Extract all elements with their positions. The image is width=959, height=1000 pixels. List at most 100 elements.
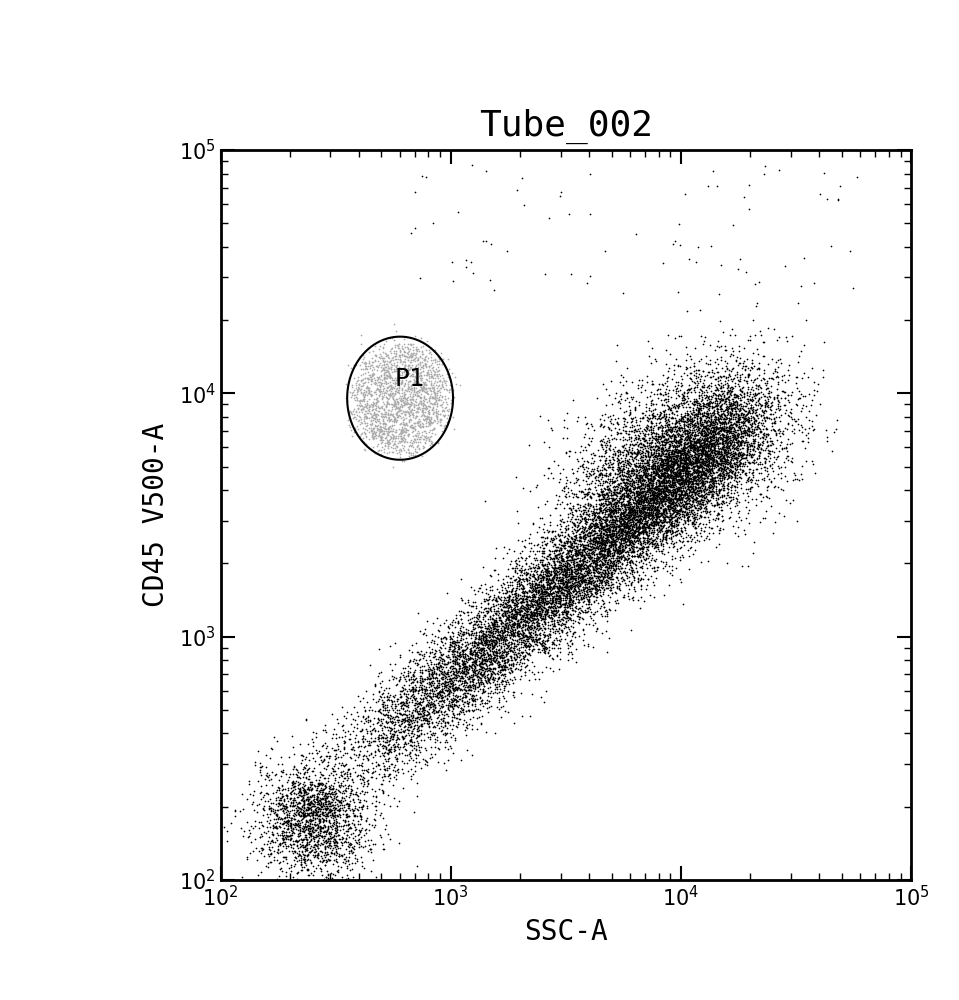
Point [544, 586, 559, 602]
Point [263, 819, 278, 835]
Point [764, 456, 780, 472]
Point [302, 774, 317, 790]
Point [363, 398, 378, 414]
Point [388, 348, 404, 364]
Point [571, 574, 586, 590]
Point [606, 503, 621, 519]
Point [646, 463, 662, 479]
Point [776, 383, 791, 399]
Point [356, 409, 371, 425]
Point [548, 576, 563, 592]
Point [655, 503, 670, 519]
Point [592, 545, 607, 561]
Point [678, 422, 693, 438]
Point [539, 606, 554, 622]
Point [347, 406, 363, 422]
Point [491, 654, 506, 670]
Point [396, 386, 411, 402]
Point [703, 473, 718, 489]
Point [728, 417, 743, 433]
Point [576, 549, 592, 565]
Point [664, 443, 679, 459]
Point [775, 482, 790, 498]
Point [689, 500, 704, 516]
Point [534, 562, 550, 578]
Point [279, 799, 294, 815]
Point [576, 559, 592, 575]
Point [315, 828, 330, 844]
Point [426, 675, 441, 691]
Point [556, 582, 572, 598]
Point [375, 361, 390, 377]
Point [283, 830, 298, 846]
Point [620, 468, 636, 484]
Point [662, 433, 677, 449]
Point [321, 837, 337, 853]
Point [717, 442, 733, 458]
Point [309, 829, 324, 845]
Point [419, 428, 434, 444]
Point [711, 424, 726, 440]
Point [646, 465, 662, 481]
Point [616, 572, 631, 588]
Point [621, 494, 637, 510]
Point [401, 711, 416, 727]
Point [455, 636, 470, 652]
Point [509, 616, 525, 632]
Point [322, 798, 338, 814]
Point [563, 565, 578, 581]
Point [713, 398, 729, 414]
Point [283, 891, 298, 907]
Point [510, 569, 526, 585]
Point [620, 443, 635, 459]
Point [413, 643, 429, 659]
Point [292, 765, 308, 781]
Point [598, 524, 614, 540]
Point [579, 522, 595, 538]
Point [591, 533, 606, 549]
Point [658, 386, 673, 402]
Point [427, 699, 442, 715]
Point [596, 539, 611, 555]
Point [765, 525, 781, 541]
Point [740, 423, 756, 439]
Point [363, 712, 378, 728]
Point [605, 538, 620, 554]
Point [583, 601, 598, 617]
Point [498, 590, 513, 606]
Point [555, 538, 571, 554]
Point [516, 627, 531, 643]
Point [628, 226, 643, 242]
Point [450, 710, 465, 726]
Point [402, 703, 417, 719]
Point [618, 392, 633, 408]
Point [463, 645, 479, 661]
Point [721, 412, 737, 428]
Point [353, 397, 368, 413]
Point [542, 542, 557, 558]
Point [606, 504, 621, 520]
Point [599, 521, 615, 537]
Point [541, 609, 556, 625]
Point [643, 487, 659, 503]
Point [580, 564, 596, 580]
Point [642, 495, 657, 511]
Point [661, 489, 676, 505]
Point [424, 690, 439, 706]
Point [439, 682, 455, 698]
Point [551, 589, 567, 605]
Point [670, 387, 686, 403]
Point [645, 589, 661, 605]
Point [443, 395, 458, 411]
Point [320, 818, 336, 834]
Point [606, 512, 621, 528]
Point [317, 857, 333, 873]
Point [480, 618, 496, 634]
Point [492, 658, 507, 674]
Point [497, 649, 512, 665]
Point [575, 537, 591, 553]
Point [598, 517, 614, 533]
Point [264, 854, 279, 870]
Point [373, 805, 388, 821]
Point [622, 402, 638, 418]
